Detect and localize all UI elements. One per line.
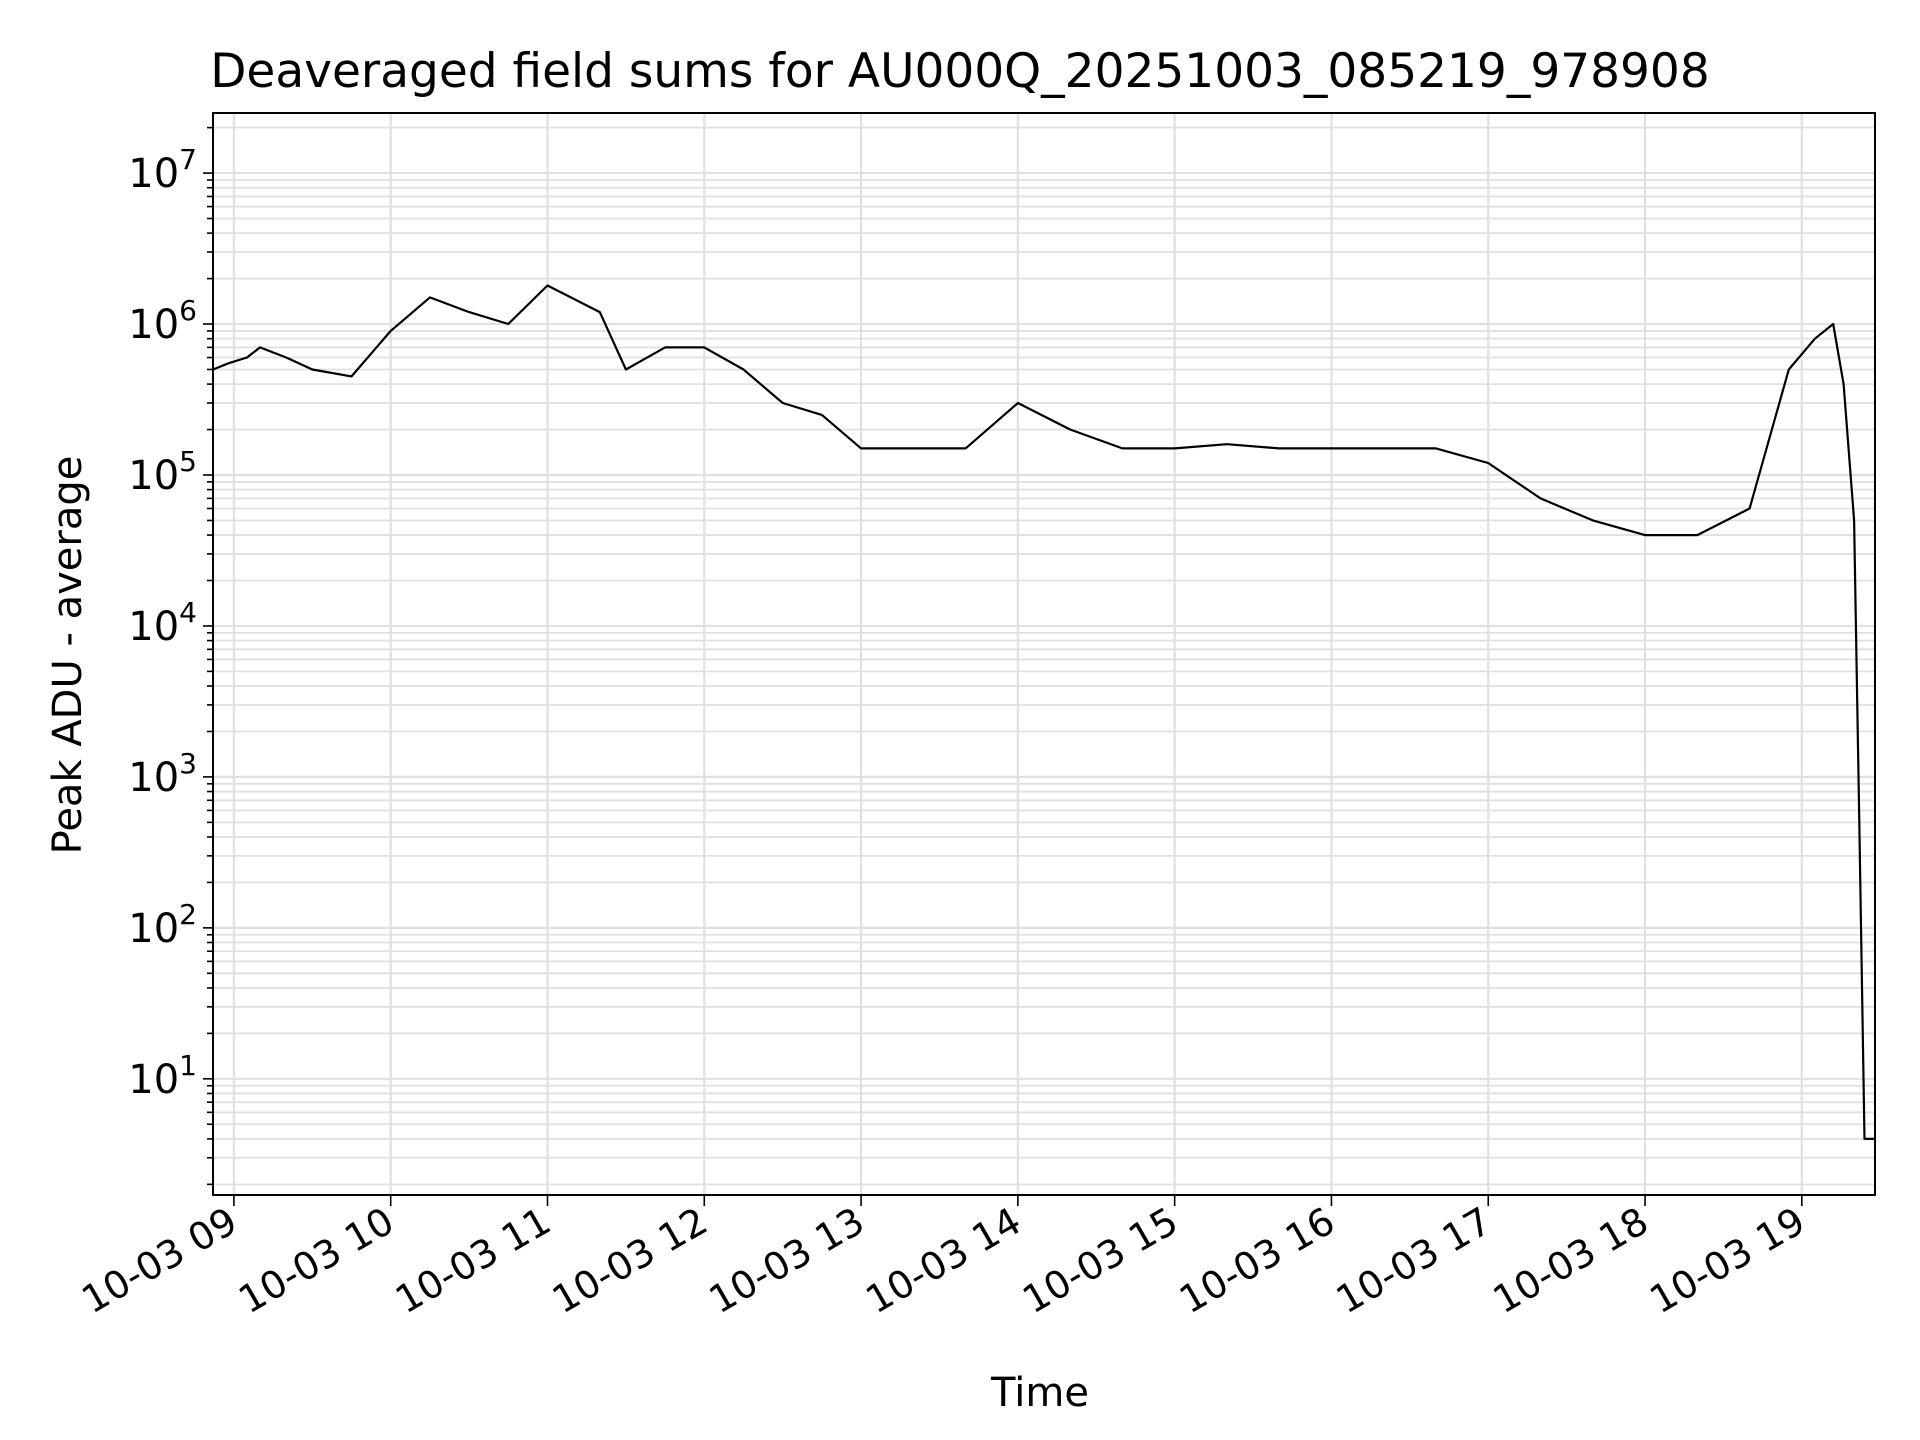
- x-tick-label: 10-03 11: [388, 1199, 558, 1323]
- y-tick-label: 103: [128, 747, 197, 801]
- y-tick-label: 106: [128, 294, 197, 348]
- x-tick-label: 10-03 09: [74, 1199, 244, 1323]
- x-axis-label: Time: [991, 1370, 1089, 1416]
- x-tick-label: 10-03 12: [545, 1199, 715, 1323]
- plot-frame: [212, 112, 1876, 1196]
- x-tick-label: 10-03 10: [231, 1199, 401, 1323]
- y-axis-label: Peak ADU - average: [45, 455, 91, 855]
- x-tick-label: 10-03 17: [1329, 1199, 1499, 1323]
- y-tick-label: 102: [128, 898, 197, 952]
- x-tick-label: 10-03 13: [702, 1199, 872, 1323]
- x-tick-label: 10-03 16: [1172, 1199, 1342, 1323]
- grid-lines: [213, 113, 1875, 1195]
- series-group: [213, 284, 1875, 1141]
- x-tick-label: 10-03 18: [1486, 1199, 1656, 1323]
- y-tick-label: 107: [128, 143, 197, 197]
- data-series-line: [213, 284, 1875, 1141]
- y-axis: 101 102 103 104 105 106 107: [128, 126, 213, 1186]
- x-tick-label: 10-03 14: [858, 1199, 1028, 1323]
- chart-title: Deaveraged field sums for AU000Q_2025100…: [210, 44, 1710, 99]
- y-tick-label: 101: [128, 1049, 197, 1103]
- x-tick-label: 10-03 15: [1015, 1199, 1185, 1323]
- y-tick-label: 104: [128, 596, 197, 650]
- x-tick-label: 10-03 19: [1642, 1199, 1812, 1323]
- y-tick-label: 105: [128, 445, 197, 499]
